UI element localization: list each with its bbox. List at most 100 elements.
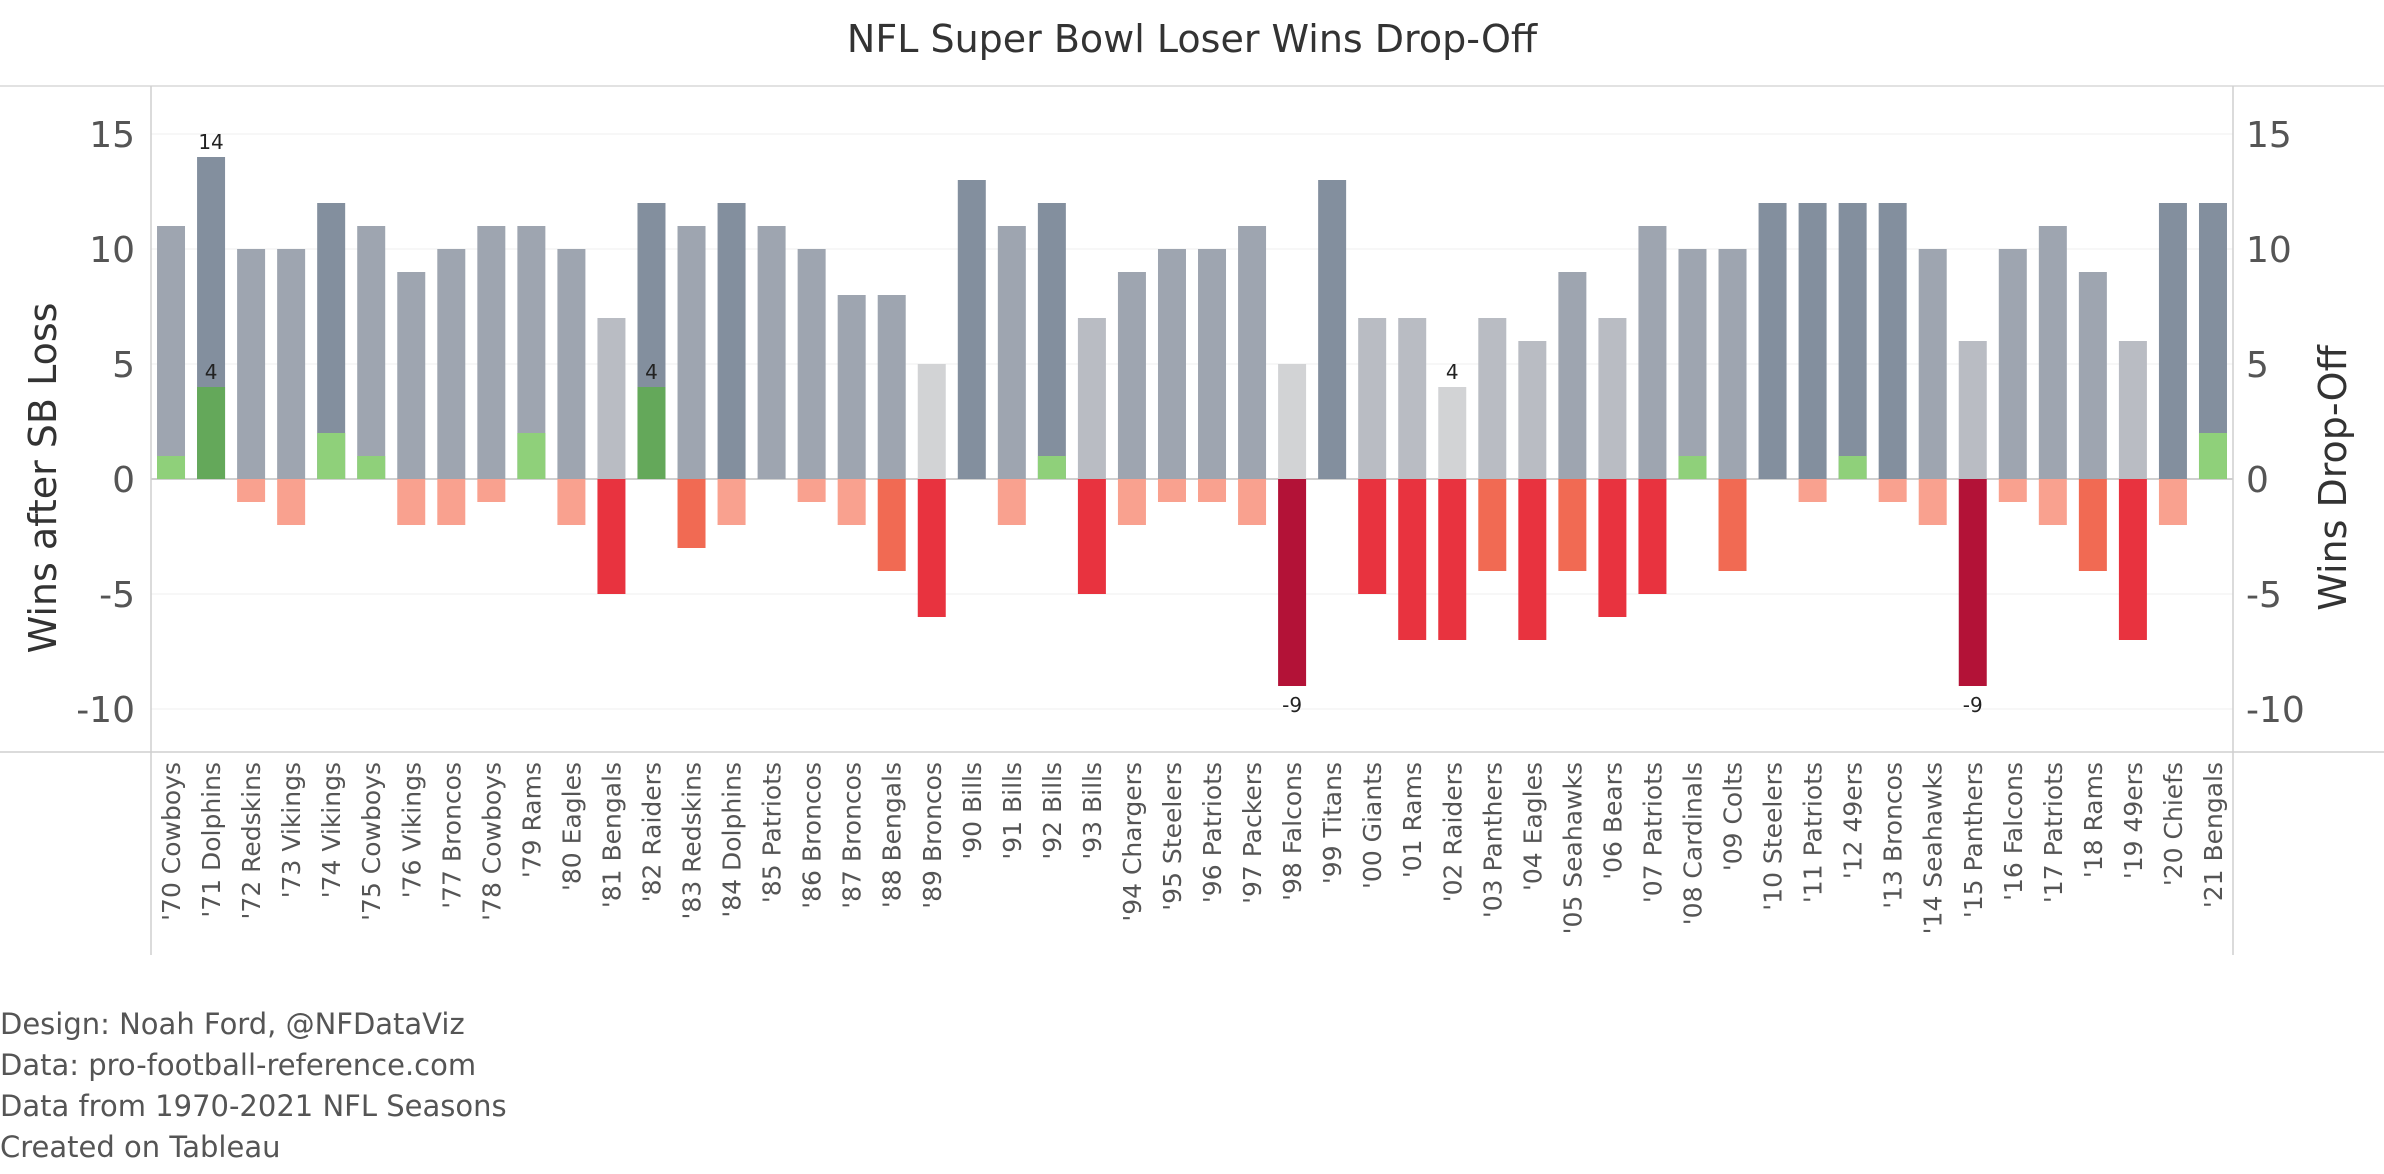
bar-drop-off[interactable] [197,387,226,479]
bar-wins[interactable] [1718,249,1747,479]
bar-drop-off[interactable] [2078,479,2107,571]
bar-wins[interactable] [1678,249,1707,479]
bar-drop-off[interactable] [1838,456,1867,479]
bar-drop-off[interactable] [837,479,866,525]
bar-wins[interactable] [1037,203,1066,479]
bar-drop-off[interactable] [157,456,186,479]
bar-drop-off[interactable] [1878,479,1907,502]
bar-drop-off[interactable] [397,479,426,525]
bar-wins[interactable] [1838,203,1867,479]
bar-drop-off[interactable] [997,479,1026,525]
bar-wins[interactable] [557,249,586,479]
bar-drop-off[interactable] [1077,479,1106,594]
bar-wins[interactable] [397,272,426,479]
bar-drop-off[interactable] [1558,479,1587,571]
bar-wins[interactable] [1398,318,1427,479]
bar-wins[interactable] [957,180,986,479]
bar-wins[interactable] [757,226,786,479]
bar-wins[interactable] [1638,226,1667,479]
bar-wins[interactable] [1878,203,1907,479]
bar-drop-off[interactable] [1438,479,1467,640]
bar-wins[interactable] [877,295,906,479]
bar-wins[interactable] [1278,364,1307,479]
bar-drop-off[interactable] [597,479,626,594]
bar-wins[interactable] [1558,272,1587,479]
bar-wins[interactable] [1318,180,1347,479]
bar-wins[interactable] [477,226,506,479]
bar-wins[interactable] [597,318,626,479]
bar-drop-off[interactable] [1998,479,2027,502]
bar-wins[interactable] [997,226,1026,479]
bar-drop-off[interactable] [357,456,386,479]
bar-wins[interactable] [2118,341,2147,479]
bar-drop-off[interactable] [1598,479,1627,617]
bar-drop-off[interactable] [437,479,466,525]
bar-wins[interactable] [1918,249,1947,479]
bar-drop-off[interactable] [1798,479,1827,502]
bar-drop-off[interactable] [1918,479,1947,525]
bar-wins[interactable] [837,295,866,479]
bar-drop-off[interactable] [1037,456,1066,479]
bar-drop-off[interactable] [237,479,266,502]
bar-drop-off[interactable] [1238,479,1267,525]
bar-drop-off[interactable] [317,433,346,479]
bar-wins[interactable] [1798,203,1827,479]
bar-drop-off[interactable] [1678,456,1707,479]
bar-wins[interactable] [277,249,306,479]
bar-wins[interactable] [1518,341,1547,479]
bar-wins[interactable] [1198,249,1227,479]
bar-wins[interactable] [1358,318,1387,479]
bar-wins[interactable] [357,226,386,479]
bar-wins[interactable] [1758,203,1787,479]
bar-drop-off[interactable] [1518,479,1547,640]
bar-drop-off[interactable] [1958,479,1987,686]
bar-wins[interactable] [677,226,706,479]
bar-drop-off[interactable] [1358,479,1387,594]
bar-drop-off[interactable] [2198,433,2227,479]
bar-drop-off[interactable] [677,479,706,548]
bar-wins[interactable] [797,249,826,479]
bar-wins[interactable] [1438,387,1467,479]
bar-drop-off[interactable] [2038,479,2067,525]
bar-wins[interactable] [437,249,466,479]
data-label: -9 [1963,693,1983,717]
y-tick-label-left: -10 [76,690,135,731]
bar-wins[interactable] [1958,341,1987,479]
bar-wins[interactable] [1998,249,2027,479]
x-tick-label: '03 Panthers [1478,762,1507,918]
bar-drop-off[interactable] [477,479,506,502]
bar-wins[interactable] [1238,226,1267,479]
bar-drop-off[interactable] [1718,479,1747,571]
bar-drop-off[interactable] [1157,479,1186,502]
bar-drop-off[interactable] [717,479,746,525]
bar-drop-off[interactable] [2158,479,2187,525]
bar-drop-off[interactable] [517,433,546,479]
x-tick-label: '70 Cowboys [157,762,186,921]
bar-drop-off[interactable] [2118,479,2147,640]
bar-wins[interactable] [1598,318,1627,479]
bar-drop-off[interactable] [1478,479,1507,571]
bar-wins[interactable] [2078,272,2107,479]
bar-wins[interactable] [717,203,746,479]
bar-drop-off[interactable] [1198,479,1227,502]
bar-drop-off[interactable] [637,387,666,479]
footer-data-source: Data: pro-football-reference.com [0,1048,477,1082]
bar-drop-off[interactable] [557,479,586,525]
bar-drop-off[interactable] [1278,479,1307,686]
bar-wins[interactable] [2038,226,2067,479]
bar-wins[interactable] [1117,272,1146,479]
bar-drop-off[interactable] [1398,479,1427,640]
bar-drop-off[interactable] [877,479,906,571]
bar-wins[interactable] [1478,318,1507,479]
bar-wins[interactable] [237,249,266,479]
bar-drop-off[interactable] [917,479,946,617]
bar-drop-off[interactable] [1638,479,1667,594]
bar-wins[interactable] [1077,318,1106,479]
bar-wins[interactable] [917,364,946,479]
bar-wins[interactable] [157,226,186,479]
bar-wins[interactable] [2158,203,2187,479]
bar-drop-off[interactable] [1117,479,1146,525]
bar-wins[interactable] [1157,249,1186,479]
bar-drop-off[interactable] [797,479,826,502]
bar-drop-off[interactable] [277,479,306,525]
